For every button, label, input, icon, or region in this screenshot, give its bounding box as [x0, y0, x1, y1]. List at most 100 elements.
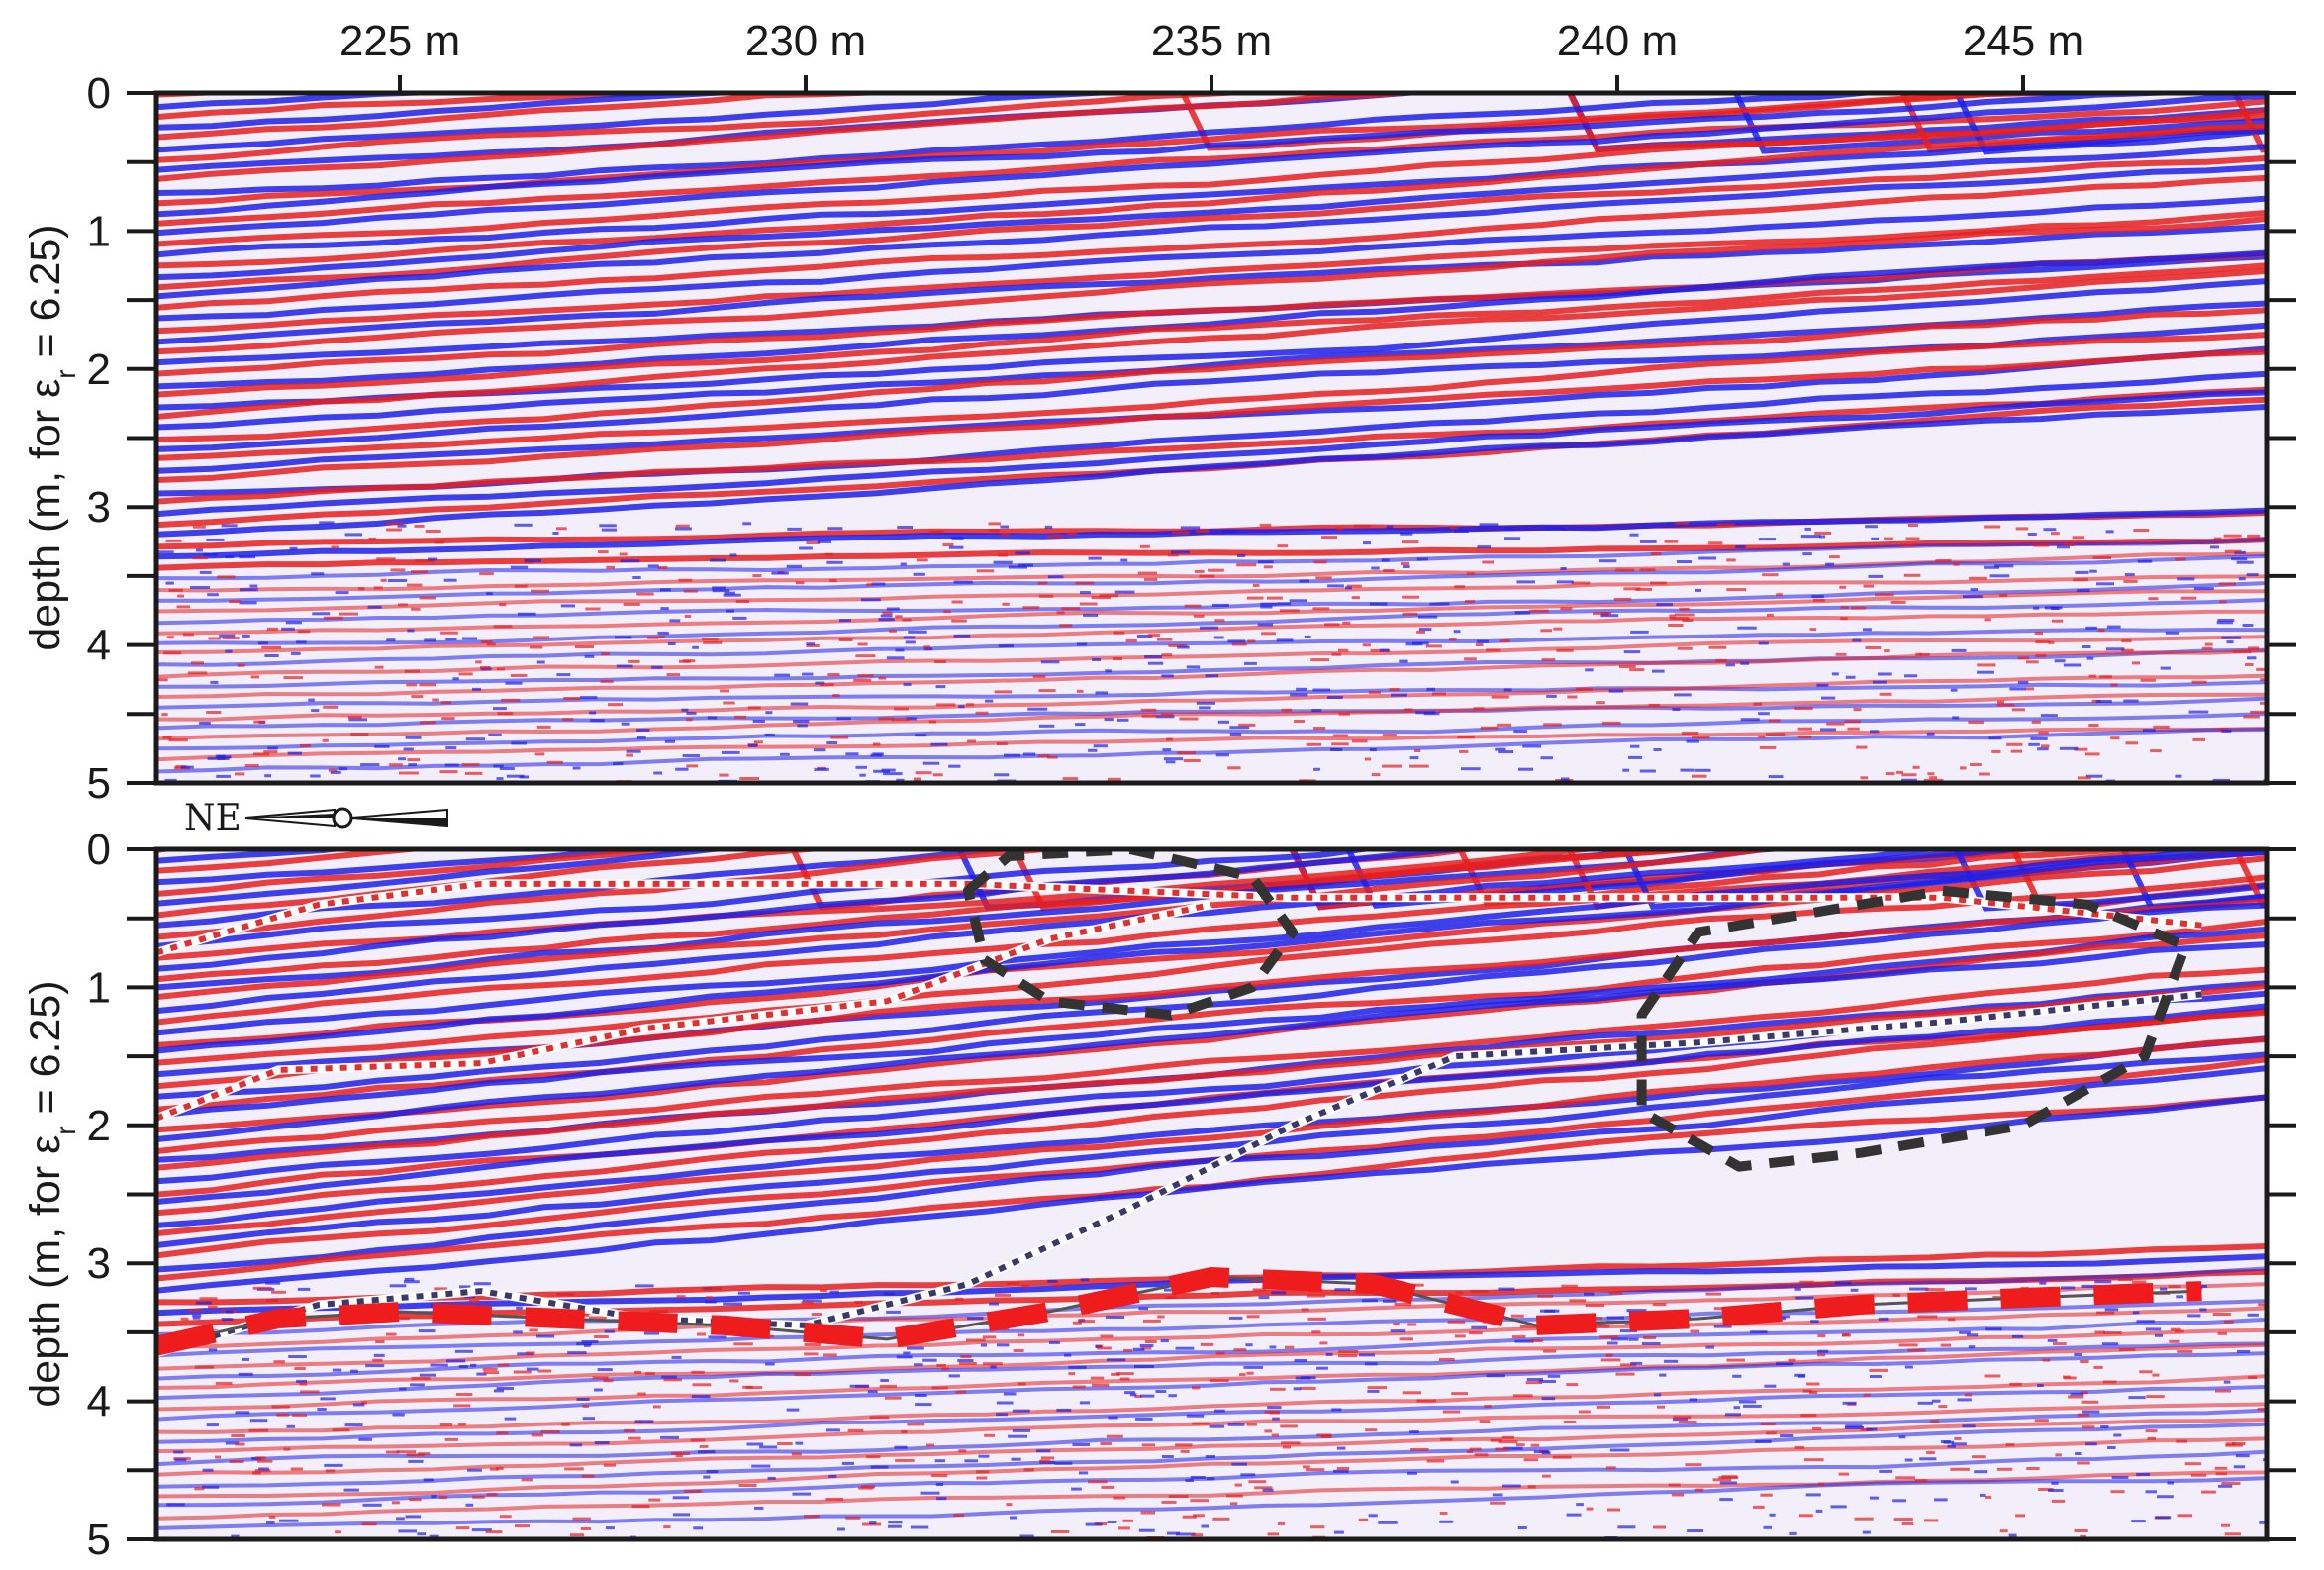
- noise-speck: [496, 777, 504, 781]
- noise-speck: [1200, 1342, 1214, 1346]
- noise-speck: [479, 572, 494, 576]
- reflector-band: [156, 692, 2267, 741]
- noise-speck: [1260, 605, 1273, 609]
- noise-speck: [265, 1281, 281, 1285]
- noise-speck: [663, 1378, 682, 1382]
- noise-speck: [1362, 643, 1371, 647]
- noise-speck: [1650, 581, 1667, 585]
- noise-speck: [915, 1403, 932, 1407]
- noise-speck: [1653, 1525, 1666, 1529]
- noise-speck: [192, 1314, 202, 1318]
- noise-speck: [1499, 639, 1510, 643]
- noise-speck: [623, 602, 640, 606]
- noise-speck: [1118, 1526, 1130, 1530]
- noise-speck: [398, 603, 408, 607]
- noise-speck: [1794, 707, 1813, 710]
- noise-speck: [1327, 584, 1344, 588]
- noise-speck: [2212, 778, 2230, 782]
- noise-speck: [998, 644, 1015, 648]
- noise-speck: [1623, 587, 1641, 591]
- noise-speck: [2226, 640, 2234, 644]
- noise-speck: [1193, 1514, 1205, 1518]
- y-tick-label: 0: [87, 826, 111, 874]
- noise-speck: [574, 645, 594, 648]
- noise-speck: [2103, 1331, 2122, 1334]
- noise-speck: [1259, 523, 1272, 527]
- noise-speck: [1682, 732, 1699, 735]
- noise-speck: [1725, 1413, 1741, 1417]
- noise-speck: [1455, 1291, 1463, 1295]
- noise-speck: [1635, 587, 1653, 591]
- reflector-band: [156, 849, 2209, 1026]
- noise-speck: [1954, 1436, 1962, 1440]
- noise-speck: [1040, 1456, 1055, 1460]
- noise-speck: [1335, 527, 1344, 531]
- noise-speck: [1989, 574, 2010, 578]
- noise-speck: [1407, 1471, 1417, 1475]
- noise-speck: [344, 533, 363, 537]
- noise-speck: [836, 717, 851, 721]
- noise-speck: [686, 711, 697, 715]
- noise-speck: [958, 1449, 967, 1453]
- interpreted-zone-outline: [1636, 885, 2190, 1172]
- noise-speck: [546, 760, 563, 764]
- noise-speck: [332, 1368, 342, 1372]
- noise-speck: [1267, 1406, 1282, 1410]
- noise-speck: [804, 1515, 820, 1519]
- noise-speck: [942, 543, 954, 546]
- noise-speck: [576, 1342, 592, 1346]
- noise-speck: [994, 773, 1010, 777]
- noise-speck: [1585, 668, 1594, 672]
- noise-speck: [1113, 1496, 1126, 1500]
- noise-speck: [964, 1459, 979, 1463]
- noise-speck: [1319, 1341, 1328, 1345]
- noise-speck: [752, 574, 762, 578]
- noise-speck: [802, 672, 814, 676]
- noise-speck: [2074, 1353, 2082, 1356]
- noise-speck: [1950, 688, 1958, 692]
- reflector-band: [156, 93, 2225, 218]
- noise-speck: [1630, 1361, 1643, 1365]
- noise-speck: [883, 772, 903, 776]
- noise-speck: [849, 1384, 869, 1388]
- noise-speck: [870, 1465, 889, 1469]
- reflector-band: [156, 98, 2267, 227]
- noise-speck: [226, 1310, 234, 1314]
- noise-speck: [2063, 663, 2082, 667]
- noise-speck: [1113, 657, 1122, 660]
- noise-speck: [1007, 1282, 1019, 1286]
- noise-speck: [1797, 727, 1812, 731]
- noise-speck: [692, 645, 699, 649]
- noise-speck: [1769, 1513, 1776, 1517]
- compass-arrow-icon: [244, 807, 448, 829]
- reflector-band: [156, 307, 2267, 443]
- noise-speck: [1454, 1334, 1466, 1338]
- noise-speck: [1166, 1296, 1177, 1300]
- noise-speck: [352, 1403, 365, 1407]
- noise-speck: [1450, 1480, 1459, 1484]
- noise-speck: [2104, 1308, 2119, 1312]
- noise-speck: [2006, 742, 2023, 746]
- noise-speck: [326, 1469, 336, 1473]
- noise-speck: [1272, 1417, 1280, 1421]
- reflector-band: [156, 1408, 2267, 1467]
- reflector-band: [156, 1422, 2267, 1489]
- noise-speck: [2038, 731, 2049, 735]
- noise-speck: [1141, 1443, 1155, 1447]
- noise-speck: [1802, 1389, 1812, 1393]
- noise-speck: [2192, 737, 2205, 741]
- noise-speck: [837, 1527, 845, 1531]
- noise-speck: [2212, 1313, 2231, 1316]
- noise-speck: [1059, 624, 1073, 628]
- noise-speck: [1630, 744, 1640, 748]
- noise-speck: [712, 589, 730, 593]
- noise-speck: [190, 586, 210, 589]
- noise-speck: [1186, 665, 1201, 669]
- reflector-band: [156, 1009, 2267, 1217]
- noise-speck: [1762, 573, 1779, 577]
- noise-speck: [1726, 558, 1736, 562]
- noise-speck: [1194, 569, 1205, 573]
- noise-speck: [648, 1498, 661, 1502]
- noise-speck: [1226, 1494, 1243, 1498]
- noise-speck: [518, 612, 536, 616]
